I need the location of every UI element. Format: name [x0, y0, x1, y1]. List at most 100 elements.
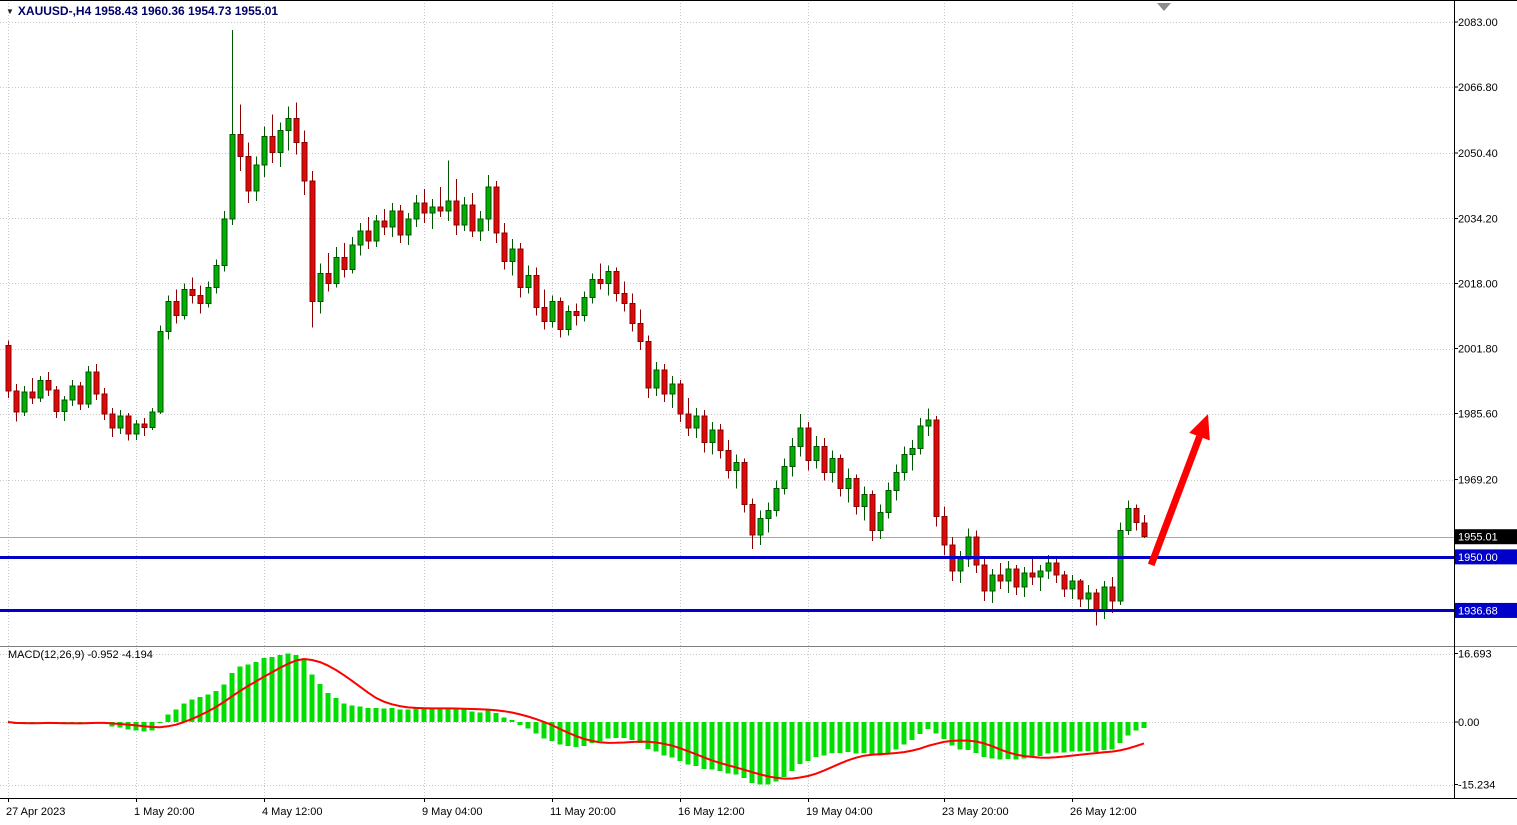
candle-body [13, 390, 20, 413]
frame-lines [0, 0, 1517, 799]
candle-body [1141, 522, 1148, 538]
macd-bar [981, 722, 987, 757]
time-label: 16 May 12:00 [678, 806, 745, 818]
candle-body [1109, 586, 1116, 602]
candle-body [733, 461, 740, 471]
macd-bar [557, 722, 563, 745]
macd-bar [773, 722, 779, 782]
candle-body [1125, 508, 1132, 532]
candle-body [1069, 580, 1076, 590]
candle-body [909, 447, 916, 455]
hline-price-badge: 1936.68 [1458, 605, 1498, 617]
hline-price-badge: 1950.00 [1458, 552, 1498, 564]
candle-body [741, 461, 748, 506]
macd-bar [501, 717, 507, 722]
candle-body [37, 380, 44, 399]
candle-body [541, 307, 548, 323]
macd-bar [965, 722, 971, 751]
macd-bar [421, 708, 427, 722]
current-price-badge: 1955.01 [1458, 532, 1498, 544]
candle-body [229, 134, 236, 220]
macd-bar [1053, 722, 1059, 753]
candle-body [237, 134, 244, 158]
candle-body [709, 429, 716, 443]
candle-body [517, 248, 524, 288]
price-tick-label: 2066.80 [1458, 82, 1498, 94]
macd-bar [1021, 722, 1027, 759]
candle-body [189, 288, 196, 296]
candle-body [757, 518, 764, 536]
macd-bar [653, 722, 659, 752]
candle-body [821, 445, 828, 473]
trend-arrow-annotation[interactable] [1147, 414, 1210, 567]
candle-body [157, 331, 164, 413]
candle-body [829, 457, 836, 473]
candle-body [797, 427, 804, 447]
macd-bar [181, 703, 187, 722]
time-label: 11 May 20:00 [550, 806, 616, 818]
macd-bar [933, 722, 939, 734]
macd-signal-line [7, 658, 1145, 780]
macd-bar [509, 719, 515, 722]
candle-body [69, 385, 76, 401]
macd-bar [917, 722, 923, 735]
macd-bar [317, 684, 323, 722]
candle-body [645, 341, 652, 389]
candle-body [1077, 580, 1084, 600]
macd-bar [909, 722, 915, 740]
candle-body [533, 274, 540, 309]
macd-bar [189, 699, 195, 722]
macd-bar [485, 710, 491, 722]
candle-body [405, 218, 412, 236]
macd-bar [477, 712, 483, 722]
candle-body [421, 202, 428, 214]
candle-body [653, 369, 660, 389]
candle-body [725, 449, 732, 471]
macd-bar [437, 708, 443, 722]
macd-bar [613, 722, 619, 738]
macd-bar [685, 722, 691, 765]
macd-bar [1117, 722, 1123, 743]
candle-body [341, 256, 348, 270]
macd-bar [1101, 722, 1107, 751]
macd-bar [461, 709, 467, 722]
candle-body [1061, 574, 1068, 590]
candle-body [597, 278, 604, 284]
candle-body [501, 232, 508, 262]
macd-bar [493, 713, 499, 722]
macd-bar [725, 722, 731, 774]
candle-body [549, 301, 556, 323]
macd-bar [637, 722, 643, 743]
candle-body [213, 264, 220, 288]
candle-body [1045, 562, 1052, 572]
candle-body [493, 186, 500, 234]
time-label: 23 May 20:00 [942, 806, 1009, 818]
price-tick-label: 2034.20 [1458, 213, 1498, 225]
candle-body [5, 345, 12, 392]
macd-bar [157, 722, 163, 723]
current-price-badge-bg [1455, 529, 1517, 545]
macd-bar [973, 722, 979, 753]
macd-bar [869, 722, 875, 756]
candle-body [253, 164, 260, 192]
candle-body [981, 564, 988, 592]
candle-body [1093, 592, 1100, 612]
candle-body [661, 369, 668, 395]
candle-body [349, 244, 356, 270]
chevron-down-icon[interactable]: ▼ [6, 7, 14, 16]
candle-body [853, 477, 860, 508]
macd-bar [341, 703, 347, 722]
candle-body [901, 453, 908, 473]
candle-body [965, 536, 972, 560]
macd-bar [261, 657, 267, 722]
macd-bar [237, 666, 243, 722]
time-label: 26 May 12:00 [1070, 806, 1137, 818]
macd-bar [677, 722, 683, 762]
macd-tick-label: 16.693 [1458, 649, 1492, 661]
candle-body [525, 274, 532, 288]
macd-bar [325, 692, 331, 722]
macd-bar [349, 705, 355, 722]
candle-body [629, 303, 636, 325]
macd-bar [813, 722, 819, 757]
